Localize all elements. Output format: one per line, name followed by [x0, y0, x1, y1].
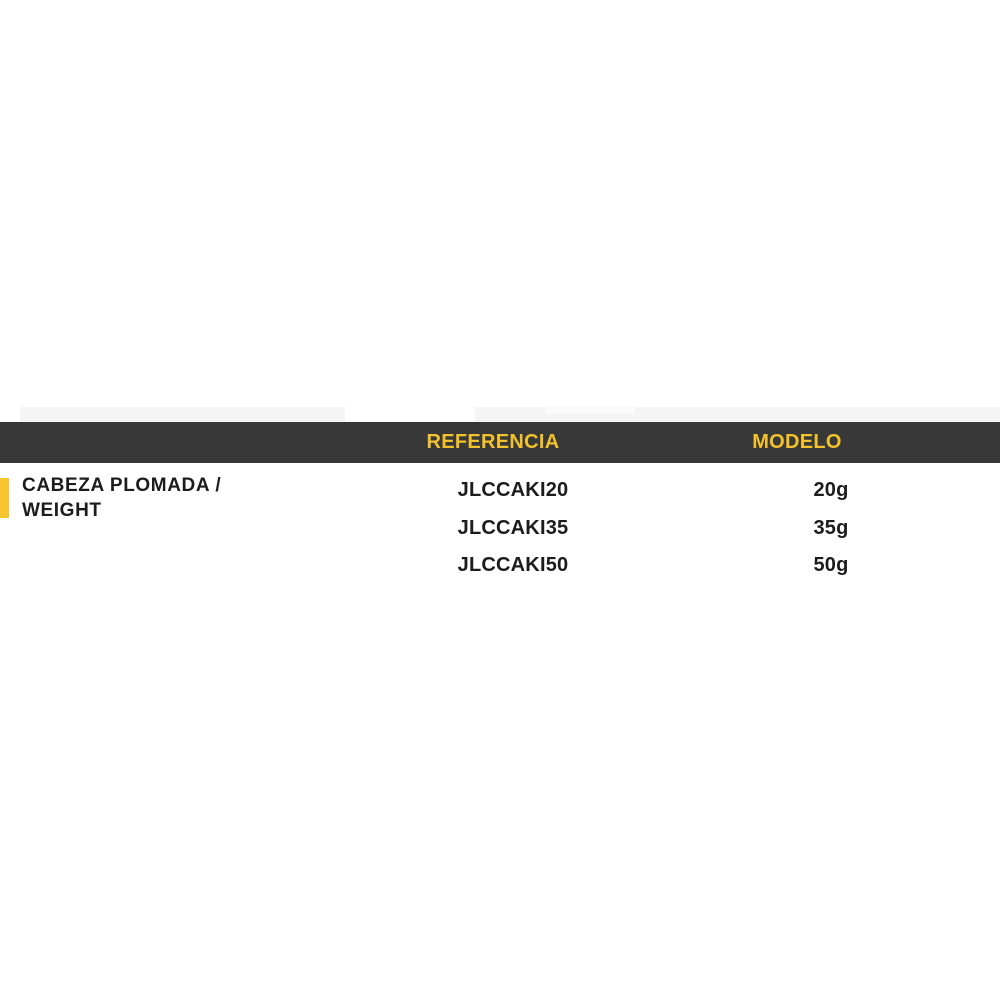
cell-modelo: 20g	[813, 479, 849, 501]
faint-artifact-band	[0, 407, 1000, 422]
faint-artifact-patch	[345, 405, 475, 422]
table-header-bar: REFERENCIA MODELO	[0, 422, 1000, 463]
cell-referencia: JLCCAKI20	[457, 479, 569, 501]
header-cell-referencia: REFERENCIA	[426, 431, 560, 453]
faint-artifact-patch	[0, 405, 20, 422]
faint-artifact-patch	[545, 406, 635, 414]
cell-referencia: JLCCAKI50	[457, 554, 569, 576]
header-cell-modelo: MODELO	[752, 431, 842, 453]
yellow-accent-bar	[0, 478, 9, 518]
cell-modelo: 35g	[813, 517, 849, 539]
row-group-label: CABEZA PLOMADA / WEIGHT	[22, 473, 372, 523]
row-group-label-line2: WEIGHT	[22, 500, 102, 521]
cell-modelo: 50g	[813, 554, 849, 576]
cell-referencia: JLCCAKI35	[457, 517, 569, 539]
row-group-label-line1: CABEZA PLOMADA /	[22, 475, 222, 496]
